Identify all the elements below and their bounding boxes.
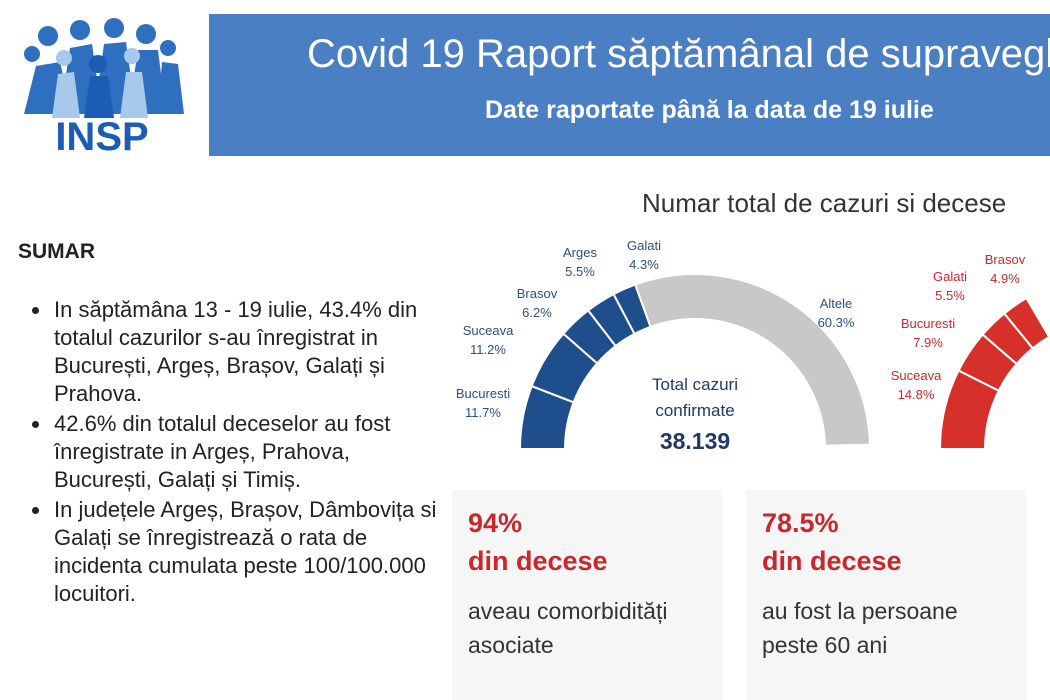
slice-value-label: 4.3% bbox=[629, 257, 659, 272]
donut-slice-brasov bbox=[1002, 296, 1050, 350]
slice-name-label: Bucuresti bbox=[901, 316, 955, 331]
slice-name-label: Suceava bbox=[891, 368, 942, 383]
summary-bullet: In săptămâna 13 - 19 iulie, 43.4% din to… bbox=[52, 296, 452, 408]
donut-slice-bucuresti bbox=[518, 384, 575, 450]
card-percentage: 78.5% bbox=[762, 508, 839, 538]
donut-slice-arges bbox=[586, 292, 636, 348]
donut-slice-altele bbox=[633, 273, 871, 447]
slice-value-label: 6.2% bbox=[522, 305, 552, 320]
donut-slice-bucuresti bbox=[957, 333, 1019, 393]
slice-name-label: Altele bbox=[820, 296, 853, 311]
stat-card-age: 78.5% din decese au fost la persoane pes… bbox=[746, 490, 1026, 700]
card-description: aveau comorbidități asociate bbox=[468, 598, 668, 658]
donut-slice-suceava bbox=[938, 369, 1001, 450]
slice-name-label: Galati bbox=[627, 238, 661, 253]
center-label-line1: Total cazuri bbox=[652, 375, 738, 394]
card-subtitle: din decese bbox=[762, 546, 902, 576]
card-description: au fost la persoane peste 60 ani bbox=[762, 598, 958, 658]
center-label-line2: confirmate bbox=[655, 401, 734, 420]
slice-value-label: 60.3% bbox=[818, 315, 855, 330]
slice-name-label: Suceava bbox=[463, 323, 514, 338]
slice-name-label: Galati bbox=[933, 269, 967, 284]
cases-donut-chart: Bucuresti 11.7% Suceava 11.2% Brasov 6.2% Arge… bbox=[456, 238, 871, 450]
slice-name-label: Arges bbox=[563, 245, 597, 260]
deaths-donut-chart: Suceava 14.8% Bucuresti 7.9% Galati 5.5% Braso… bbox=[891, 252, 1050, 450]
summary-bullet: 42.6% din totalul deceselor au fost înre… bbox=[52, 410, 452, 494]
card-subtitle: din decese bbox=[468, 546, 608, 576]
card-percentage: 94% bbox=[468, 508, 523, 538]
slice-name-label: Brasov bbox=[985, 252, 1026, 267]
chart-title: Numar total de cazuri si decese bbox=[642, 188, 1007, 218]
summary-heading: SUMAR bbox=[18, 240, 95, 263]
page-subtitle: Date raportate până la data de 19 iulie bbox=[485, 96, 934, 124]
slice-value-label: 14.8% bbox=[898, 387, 935, 402]
summary-bullet: In județele Argeș, Brașov, Dâmbovița si … bbox=[52, 496, 452, 608]
center-value: 38.139 bbox=[660, 428, 730, 454]
page-title: Covid 19 Raport săptămânal de supraveghe… bbox=[307, 32, 1050, 76]
slice-value-label: 11.2% bbox=[470, 342, 506, 357]
slice-value-label: 11.7% bbox=[465, 405, 501, 420]
slice-value-label: 7.9% bbox=[913, 335, 943, 350]
slice-value-label: 5.5% bbox=[935, 288, 965, 303]
insp-logo: INSP bbox=[24, 18, 184, 154]
slice-value-label: 4.9% bbox=[990, 271, 1020, 286]
header-banner: Covid 19 Raport săptămânal de supraveghe… bbox=[209, 14, 1050, 156]
stat-card-comorbidities: 94% din decese aveau comorbidități asoci… bbox=[452, 490, 722, 700]
logo-text: INSP bbox=[55, 115, 148, 154]
slice-value-label: 5.5% bbox=[565, 264, 595, 279]
donut-slice-brasov bbox=[561, 308, 618, 365]
slice-name-label: Bucuresti bbox=[456, 386, 510, 401]
summary-list: In săptămâna 13 - 19 iulie, 43.4% din to… bbox=[22, 296, 452, 610]
donut-slice-galati bbox=[612, 283, 652, 336]
donut-slice-suceava bbox=[530, 332, 599, 404]
donut-slice-galati bbox=[981, 312, 1035, 366]
slice-name-label: Brasov bbox=[517, 286, 558, 301]
